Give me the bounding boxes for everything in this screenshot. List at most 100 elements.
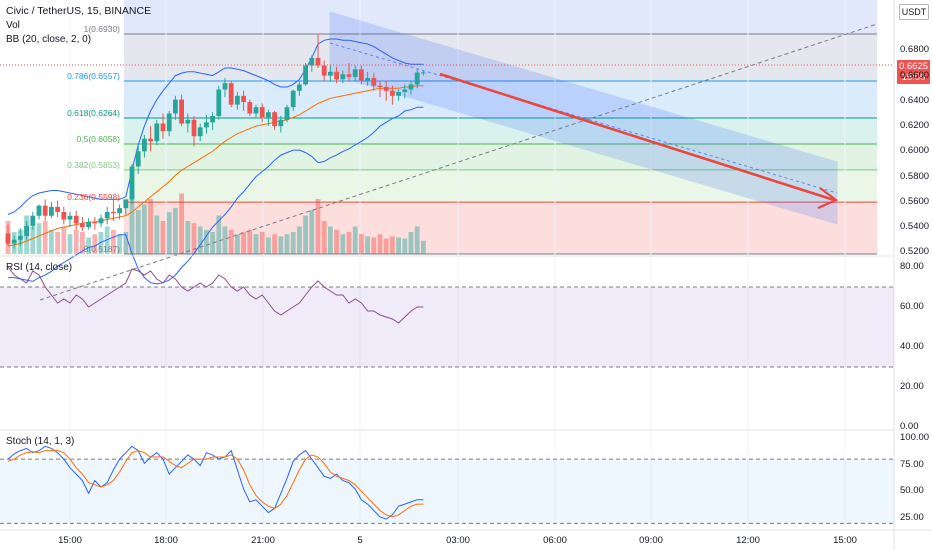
price-badge-countdown: 15:00: [901, 72, 926, 83]
volume-bar: [80, 232, 85, 254]
volume-bar: [98, 232, 104, 254]
volume-bar: [352, 226, 358, 254]
bollinger-label[interactable]: BB (20, close, 2, 0): [6, 34, 92, 45]
candle-body: [49, 206, 54, 216]
time-tick: 21:00: [251, 535, 275, 546]
volume-bar: [371, 237, 377, 254]
rsi-line: [7, 266, 424, 324]
candle-body: [272, 112, 277, 127]
candle-body: [284, 107, 290, 120]
candle-body: [111, 211, 116, 214]
volume-bar: [253, 234, 259, 254]
candle-body: [346, 74, 352, 77]
candle-body: [421, 72, 426, 74]
rsi-tick: 60.00: [900, 301, 924, 312]
currency-selector[interactable]: USDT: [899, 4, 929, 20]
candle-body: [222, 83, 228, 90]
volume-bar: [315, 199, 321, 254]
candle-body: [383, 86, 389, 91]
candle-body: [365, 78, 370, 81]
price-tick: 0.6200: [900, 120, 930, 132]
time-tick: 5: [357, 535, 363, 546]
candle-body: [235, 95, 240, 105]
candle-body: [197, 127, 203, 137]
volume-bar: [235, 234, 240, 254]
volume-bar: [42, 221, 48, 254]
candle-body: [371, 78, 377, 86]
candle-body: [352, 69, 358, 77]
volume-bar: [328, 226, 333, 254]
candle-body: [321, 65, 327, 76]
candle-body: [42, 205, 48, 216]
volume-bar: [55, 232, 60, 254]
volume-bar: [111, 229, 116, 254]
candle-body: [377, 85, 383, 87]
price-tick: 0.5400: [900, 221, 930, 233]
fib-label: 0.786(0.6557): [67, 71, 120, 82]
volume-bar: [321, 221, 327, 254]
volume-bar: [166, 212, 172, 254]
stoch-band: [0, 459, 894, 524]
volume-bar: [228, 229, 234, 254]
volume-bar: [30, 226, 36, 254]
candle-body: [259, 107, 265, 118]
projection-arrow: [439, 72, 835, 202]
candle-body: [328, 71, 333, 76]
rsi-tick: 20.00: [900, 381, 924, 392]
candle-body: [98, 218, 104, 224]
candle-body: [117, 208, 122, 214]
candle-body: [129, 166, 135, 200]
volume-bar: [92, 234, 98, 254]
candle-body: [160, 123, 166, 132]
fib-zone: [124, 169, 877, 203]
volume-bar: [334, 229, 339, 254]
fib-zone-top: [124, 0, 877, 34]
volume-bar: [123, 232, 129, 254]
volume-bar: [67, 234, 73, 254]
volume-bar: [154, 215, 160, 254]
price-tick: 0.6400: [900, 94, 930, 106]
candle-body: [359, 69, 364, 81]
volume-bar: [402, 238, 408, 254]
volume-bar: [272, 234, 277, 254]
fib-label: 0.5(0.6058): [76, 134, 120, 145]
rsi-tick: 80.00: [900, 261, 924, 272]
candle-body: [148, 138, 153, 142]
symbol-title[interactable]: Civic / TetherUS, 15, BINANCE: [6, 5, 152, 17]
fib-label: 0.618(0.6264): [67, 108, 120, 119]
volume-bar: [49, 229, 54, 254]
projection-arrowhead: [817, 187, 839, 210]
volume-bar: [247, 229, 253, 254]
candle-body: [61, 211, 67, 220]
volume-bar: [179, 193, 184, 254]
candle-body: [135, 151, 141, 167]
volume-bar: [278, 236, 284, 254]
volume-bar: [284, 234, 290, 254]
candle-body: [290, 90, 296, 108]
bb-lower: [8, 106, 424, 285]
rsi-tick: 0.00: [900, 421, 919, 432]
stoch-label[interactable]: Stoch (14, 1, 3): [6, 436, 75, 447]
fib-label: 0.382(0.5853): [67, 159, 120, 170]
volume-bar: [421, 240, 426, 254]
candle-body: [408, 84, 414, 90]
volume-bar: [266, 237, 271, 254]
volume-bar: [148, 199, 153, 254]
volume-bar: [135, 210, 141, 254]
volume-bar: [408, 232, 414, 254]
rsi-label[interactable]: RSI (14, close): [6, 262, 73, 273]
candle-body: [123, 199, 129, 209]
price-tick: 0.6800: [900, 44, 930, 56]
volume-bar: [396, 237, 401, 254]
volume-label[interactable]: Vol: [6, 20, 20, 31]
volume-bar: [191, 223, 197, 254]
channel-midline: [329, 42, 838, 194]
candle-body: [24, 225, 29, 236]
time-tick: 03:00: [446, 535, 470, 546]
rsi-tick: 40.00: [900, 341, 924, 352]
stoch-tick: 75.00: [900, 458, 924, 470]
rsi-band: [0, 287, 894, 367]
volume-bar: [73, 229, 79, 254]
candle-body: [253, 107, 259, 114]
